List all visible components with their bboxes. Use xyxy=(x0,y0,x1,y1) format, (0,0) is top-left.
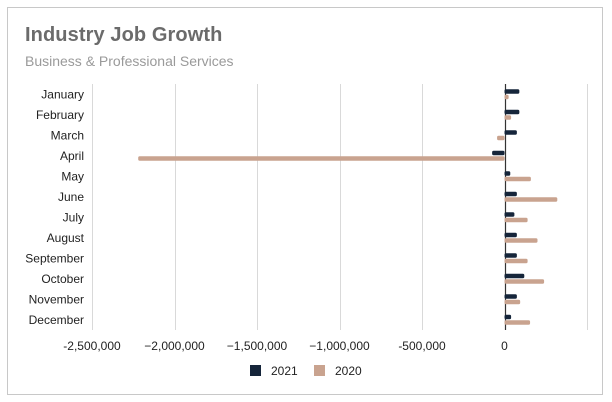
legend: 2021 2020 xyxy=(250,364,362,378)
x-tick-label: -500,000 xyxy=(398,339,446,353)
bar-2021-october xyxy=(504,273,525,279)
legend-swatch-2021 xyxy=(250,365,261,376)
bar-2020-january xyxy=(504,94,509,100)
category-label: August xyxy=(47,231,85,245)
bar-2020-august xyxy=(504,238,538,243)
bar-2020-july xyxy=(504,217,528,223)
bar-2021-february xyxy=(504,109,520,115)
category-label: November xyxy=(29,292,84,306)
bar-2021-december xyxy=(504,314,512,320)
x-tick-label: −1,500,000 xyxy=(227,339,288,353)
bar-2021-august xyxy=(504,232,517,238)
x-tick-label: −2,000,000 xyxy=(144,339,205,353)
x-tick-label: 0 xyxy=(501,339,508,353)
bar-2020-april xyxy=(138,156,505,161)
bar-2020-november xyxy=(504,299,521,305)
bar-2021-january xyxy=(504,89,520,94)
category-label: October xyxy=(41,272,84,286)
bar-2020-may xyxy=(504,176,531,182)
bar-2020-september xyxy=(504,258,528,264)
category-label: July xyxy=(63,210,84,224)
category-label: December xyxy=(29,313,84,327)
bar-2020-june xyxy=(504,197,558,202)
legend-label-2021: 2021 xyxy=(271,364,298,378)
bar-2021-september xyxy=(504,253,517,258)
chart-card xyxy=(7,7,603,395)
x-tick-label: −1,000,000 xyxy=(309,339,370,353)
category-label: February xyxy=(36,108,84,122)
bar-2021-march xyxy=(504,130,517,135)
bar-2020-december xyxy=(504,320,531,325)
bar-2021-july xyxy=(504,212,515,217)
grid-lines xyxy=(92,84,588,330)
x-tick-labels: -2,500,000 −2,000,000 −1,500,000 −1,000,000… xyxy=(63,339,508,353)
bar-2020-october xyxy=(504,279,545,284)
legend-label-2020: 2020 xyxy=(335,364,362,378)
bar-2021-may xyxy=(504,171,511,176)
chart-subtitle: Business & Professional Services xyxy=(25,53,234,69)
bar-2021-april xyxy=(492,150,505,156)
bar-2021-november xyxy=(504,294,517,299)
category-label: May xyxy=(61,169,84,183)
bars xyxy=(138,89,558,325)
category-labels: January February March April May June July Augu… xyxy=(25,87,84,327)
category-label: January xyxy=(41,87,84,101)
legend-swatch-2020 xyxy=(314,365,325,376)
category-label: September xyxy=(25,251,84,265)
bar-2021-june xyxy=(504,191,517,197)
chart-title: Industry Job Growth xyxy=(25,24,223,46)
bar-2020-february xyxy=(504,115,512,120)
category-label: March xyxy=(51,128,84,142)
bar-2020-march xyxy=(497,135,505,141)
category-label: April xyxy=(60,149,84,163)
category-label: June xyxy=(58,190,84,204)
x-tick-label: -2,500,000 xyxy=(63,339,121,353)
